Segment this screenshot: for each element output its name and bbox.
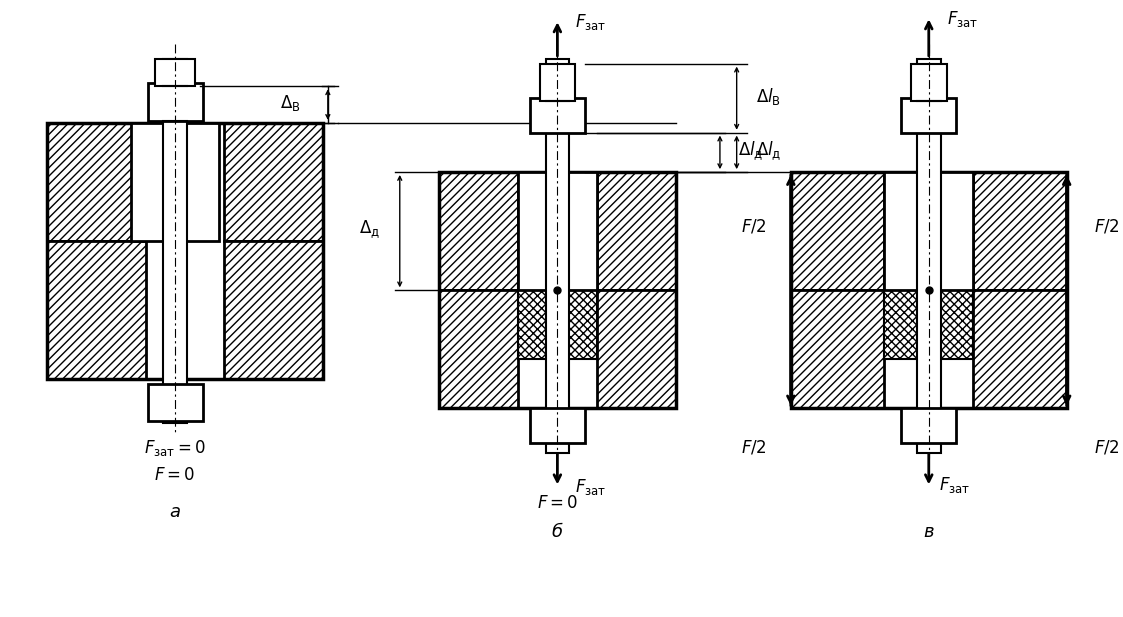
Bar [439, 172, 676, 408]
Bar [901, 98, 957, 133]
Text: $\Delta_\mathrm{д}$: $\Delta_\mathrm{д}$ [359, 218, 380, 240]
Text: $F/2$: $F/2$ [1094, 217, 1120, 235]
Bar [439, 290, 518, 408]
Bar [155, 59, 195, 86]
Text: $F/2$: $F/2$ [741, 217, 766, 235]
Text: б: б [551, 523, 563, 540]
Text: $F = 0$: $F = 0$ [155, 466, 195, 484]
Bar [163, 59, 188, 423]
Text: $F_\mathrm{зат} = 0$: $F_\mathrm{зат} = 0$ [144, 438, 207, 458]
Text: $\Delta_\mathrm{B}$: $\Delta_\mathrm{B}$ [280, 93, 300, 113]
Bar [518, 280, 596, 359]
Text: а: а [170, 503, 181, 521]
Text: $\Delta l_\mathrm{д}$: $\Delta l_\mathrm{д}$ [738, 139, 764, 162]
Bar [47, 123, 146, 241]
Bar [791, 172, 1067, 408]
Bar [596, 172, 676, 290]
Bar [885, 280, 974, 359]
Bar [791, 172, 885, 290]
Bar [225, 241, 323, 379]
Bar [530, 98, 585, 133]
Text: $F/2$: $F/2$ [1094, 439, 1120, 457]
Bar [974, 172, 1067, 290]
Text: в: в [923, 523, 934, 540]
Bar [530, 408, 585, 443]
Text: $F/2$: $F/2$ [741, 439, 766, 457]
Text: $F_\mathrm{зат}$: $F_\mathrm{зат}$ [947, 9, 978, 30]
Bar [540, 64, 575, 101]
Bar [439, 172, 518, 290]
Bar [596, 290, 676, 408]
Bar [546, 59, 569, 453]
Text: $F_\mathrm{зат}$: $F_\mathrm{зат}$ [939, 475, 970, 495]
Bar [147, 83, 203, 121]
Bar [225, 123, 323, 241]
Text: $F = 0$: $F = 0$ [537, 494, 578, 512]
Bar [974, 290, 1067, 408]
Bar [47, 123, 323, 379]
Bar [917, 59, 941, 453]
Text: $\Delta l_\mathrm{д}$: $\Delta l_\mathrm{д}$ [757, 139, 782, 162]
Bar [911, 64, 947, 101]
Bar [518, 172, 596, 290]
Bar [147, 384, 203, 421]
Text: $\Delta l_\mathrm{B}$: $\Delta l_\mathrm{B}$ [757, 86, 782, 107]
Bar [131, 123, 219, 241]
Text: $F_\mathrm{зат}$: $F_\mathrm{зат}$ [575, 12, 606, 32]
Bar [901, 408, 957, 443]
Text: $F_\mathrm{зат}$: $F_\mathrm{зат}$ [575, 478, 606, 497]
Bar [885, 172, 974, 290]
Bar [791, 290, 885, 408]
Bar [47, 241, 146, 379]
